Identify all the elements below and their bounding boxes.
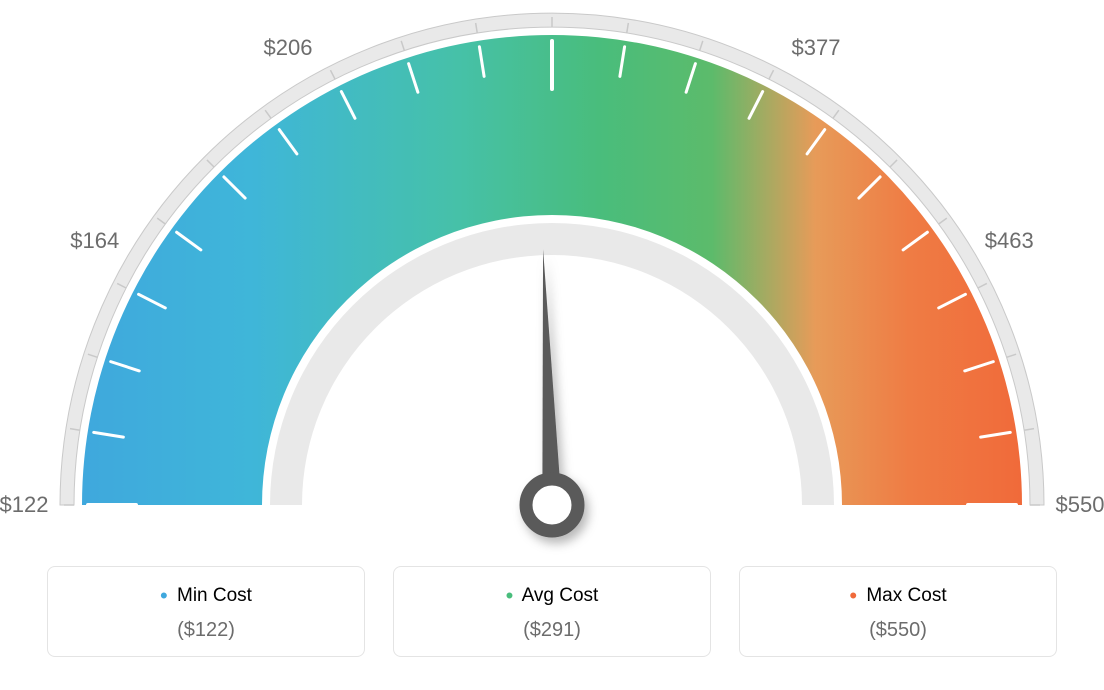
legend-avg: • Avg Cost ($291) — [393, 566, 711, 657]
legend-max: • Max Cost ($550) — [739, 566, 1057, 657]
legend-min-value: ($122) — [48, 619, 364, 642]
legend-avg-title: • Avg Cost — [394, 583, 710, 609]
dot-icon: • — [849, 583, 857, 608]
legend-max-title: • Max Cost — [740, 583, 1056, 609]
gauge-tick-label: $377 — [792, 35, 841, 61]
gauge-chart: $122$164$206$291$377$463$550 — [0, 0, 1104, 560]
gauge-svg — [0, 0, 1104, 560]
legend-min: • Min Cost ($122) — [47, 566, 365, 657]
legend-max-label: Max Cost — [866, 585, 946, 606]
legend-row: • Min Cost ($122) • Avg Cost ($291) • Ma… — [0, 566, 1104, 657]
legend-min-title: • Min Cost — [48, 583, 364, 609]
gauge-tick-label: $164 — [70, 228, 119, 254]
gauge-tick-label: $122 — [0, 492, 48, 518]
dot-icon: • — [506, 583, 514, 608]
legend-avg-value: ($291) — [394, 619, 710, 642]
gauge-tick-label: $463 — [985, 228, 1034, 254]
gauge-tick-label: $206 — [264, 35, 313, 61]
gauge-tick-label: $550 — [1056, 492, 1104, 518]
dot-icon: • — [160, 583, 168, 608]
legend-max-value: ($550) — [740, 619, 1056, 642]
legend-avg-label: Avg Cost — [522, 585, 599, 606]
legend-min-label: Min Cost — [177, 585, 252, 606]
